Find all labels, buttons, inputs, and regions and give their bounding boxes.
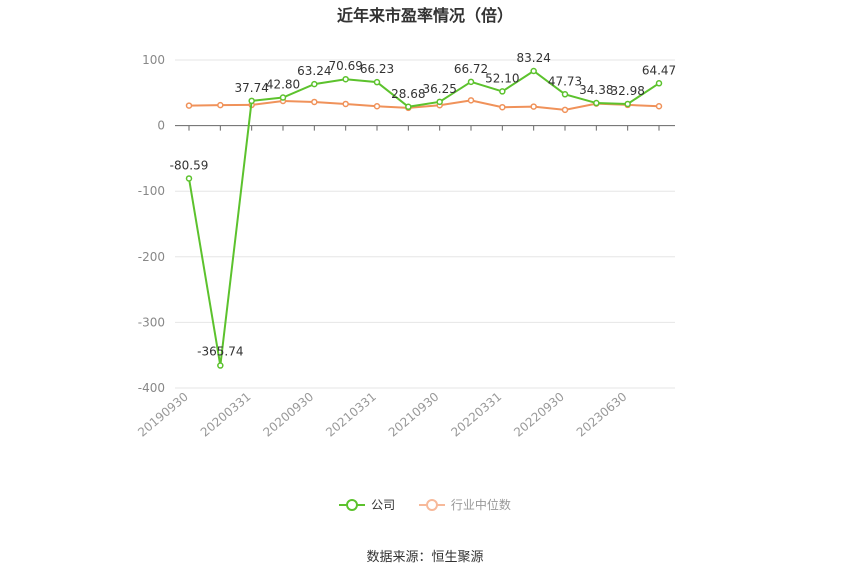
x-tick-label: 20190930 (135, 390, 191, 440)
x-tick-label: 20210930 (386, 390, 442, 440)
x-tick-label: 20200331 (198, 390, 254, 440)
series-line-0 (188, 69, 660, 366)
data-label: 36.25 (422, 82, 456, 96)
x-tick-label: 20210331 (323, 390, 379, 440)
legend-label-company: 公司 (371, 498, 396, 512)
data-point (655, 80, 663, 87)
data-point (499, 103, 506, 111)
y-tick-label: -100 (138, 184, 165, 198)
data-point (217, 362, 224, 369)
data-point (248, 97, 255, 105)
legend-item-company[interactable]: 公司 (339, 496, 395, 513)
data-point (342, 100, 349, 108)
legend-label-industry-median: 行业中位数 (450, 498, 511, 512)
data-label: 37.74 (234, 81, 268, 95)
data-point (185, 175, 193, 182)
data-point (655, 102, 663, 110)
data-point (467, 78, 475, 86)
data-label: 70.69 (328, 59, 362, 73)
x-tick-label: 20230630 (574, 390, 630, 440)
data-label: -365.74 (197, 345, 243, 359)
data-point (279, 94, 287, 101)
data-label: 47.73 (548, 74, 582, 88)
data-point (561, 91, 569, 98)
data-point (405, 103, 412, 111)
data-label: 66.72 (454, 62, 488, 76)
data-label: 28.68 (391, 87, 425, 101)
data-point (185, 102, 193, 109)
data-label: 83.24 (516, 51, 550, 65)
data-point (624, 100, 631, 108)
source-note: 数据来源：恒生聚源 (366, 550, 484, 565)
y-tick-label: -200 (138, 250, 165, 264)
data-point (373, 102, 381, 110)
data-point (217, 101, 224, 109)
data-point (311, 98, 318, 106)
y-tick-label: -400 (138, 381, 165, 395)
data-label: 34.38 (579, 83, 613, 97)
x-tick-label: 20200930 (260, 390, 316, 440)
data-point (530, 67, 537, 75)
data-label: -80.59 (170, 158, 209, 172)
data-label: 63.24 (297, 64, 331, 78)
y-tick-label: 100 (142, 53, 165, 67)
x-tick-label: 20220930 (511, 390, 567, 440)
grid-layer (175, 59, 675, 389)
series-layer (185, 67, 663, 369)
data-point (373, 78, 381, 86)
data-point (530, 103, 537, 110)
data-point (342, 75, 349, 83)
x-tick-label: 20220331 (448, 390, 504, 440)
axis-layer: -400 -300 -200 -100 0 100 20190930 20200331 2020… (135, 53, 675, 440)
series-line-1 (188, 99, 660, 111)
legend-item-industry-median[interactable]: 行业中位数 (418, 496, 511, 513)
legend-marker-industry-icon (418, 498, 445, 511)
y-tick-label: 0 (157, 119, 165, 133)
data-point (436, 98, 443, 106)
chart-title: 近年来市盈率情况（倍） (336, 6, 513, 25)
data-label: 32.98 (610, 84, 644, 98)
data-label: 42.80 (266, 78, 300, 92)
legend: 公司 行业中位数 (0, 496, 850, 515)
data-point (561, 106, 569, 114)
data-label: 64.47 (642, 63, 676, 77)
y-tick-label: -300 (138, 315, 165, 329)
data-label: 66.23 (360, 62, 394, 76)
data-point (467, 97, 475, 104)
data-label: 52.10 (485, 71, 519, 85)
data-point (593, 99, 600, 107)
data-point (311, 80, 318, 88)
data-point (499, 88, 506, 95)
legend-marker-company-icon (339, 498, 366, 511)
